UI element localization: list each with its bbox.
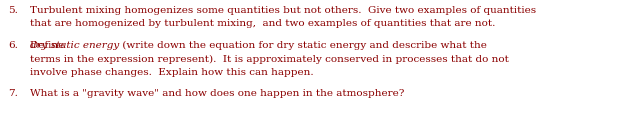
Text: What is a "gravity wave" and how does one happen in the atmosphere?: What is a "gravity wave" and how does on…: [30, 89, 404, 98]
Text: Turbulent mixing homogenizes some quantities but not others.  Give two examples : Turbulent mixing homogenizes some quanti…: [30, 6, 536, 15]
Text: dry static energy: dry static energy: [30, 41, 119, 50]
Text: involve phase changes.  Explain how this can happen.: involve phase changes. Explain how this …: [30, 68, 313, 77]
Text: (write down the equation for dry static energy and describe what the: (write down the equation for dry static …: [119, 41, 487, 50]
Text: Define: Define: [30, 41, 68, 50]
Text: that are homogenized by turbulent mixing,  and two examples of quantities that a: that are homogenized by turbulent mixing…: [30, 19, 496, 29]
Text: 5.: 5.: [8, 6, 18, 15]
Text: terms in the expression represent).  It is approximately conserved in processes : terms in the expression represent). It i…: [30, 55, 509, 64]
Text: 6.: 6.: [8, 41, 18, 50]
Text: 7.: 7.: [8, 89, 18, 98]
